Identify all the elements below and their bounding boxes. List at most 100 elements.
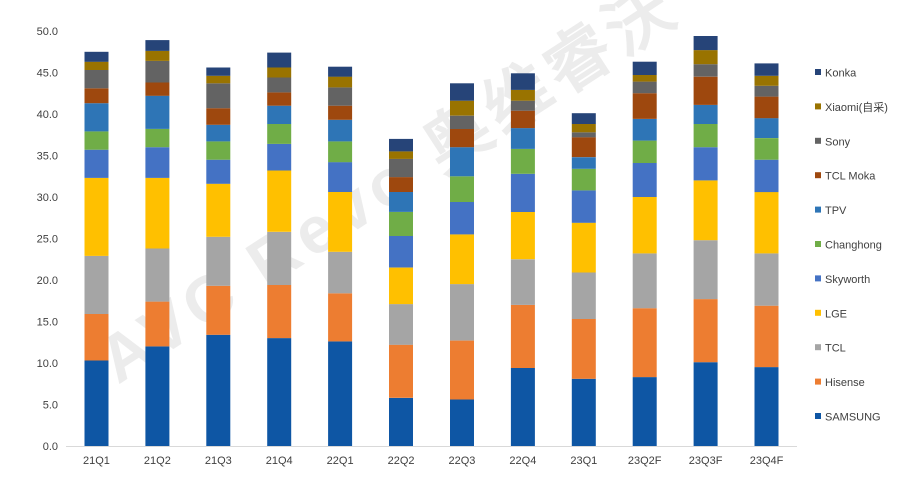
bar-segment (84, 61, 109, 70)
bar-stack-23q4f (754, 63, 779, 446)
legend-label: Sony (825, 136, 851, 148)
bar-segment (389, 192, 413, 212)
bar-segment (267, 143, 292, 171)
bar-segment (450, 340, 474, 400)
bar-segment (328, 141, 353, 163)
legend-label: Skyworth (825, 274, 870, 286)
bar-stack-23q3f (693, 36, 718, 446)
bar-segment (510, 89, 535, 101)
legend-swatch (815, 309, 821, 316)
legend-item: Xiaomi(自采) (815, 101, 888, 114)
bar-segment (450, 147, 474, 177)
bar-segment (145, 95, 170, 129)
bar-segment (145, 301, 170, 347)
bar-segment (754, 75, 779, 86)
bar-segment (693, 64, 718, 77)
x-tick-label: 21Q3 (205, 455, 232, 467)
legend-swatch (815, 69, 821, 75)
x-tick-label: 22Q2 (388, 455, 415, 467)
bar-segment (632, 93, 657, 119)
bar-segment (84, 177, 109, 256)
bar-segment (754, 96, 779, 119)
bar-segment (632, 377, 657, 446)
bar-segment (206, 75, 231, 84)
bar-segment (693, 104, 718, 124)
y-tick-label: 10.0 (37, 358, 58, 370)
bar-segment (510, 304, 535, 368)
x-tick-label: 23Q4F (750, 455, 784, 467)
bar-stack-22q3 (450, 83, 474, 446)
bar-segment (84, 103, 109, 132)
bar-segment (693, 124, 718, 148)
legend-swatch (815, 206, 821, 213)
bar-segment (328, 251, 353, 294)
bar-segment (145, 346, 170, 446)
x-tick-label: 21Q4 (266, 455, 293, 467)
bar-segment (328, 119, 353, 142)
bar-segment (450, 202, 474, 235)
watermark-text: AVC Revo 奥维睿沃 (85, 0, 691, 397)
bar-segment (84, 70, 109, 89)
y-tick-label: 40.0 (37, 109, 58, 121)
bar-segment (510, 259, 535, 305)
legend-item: LGE (815, 308, 847, 320)
bar-segment (754, 63, 779, 76)
legend-item: Changhong (815, 240, 882, 252)
bar-segment (571, 272, 596, 319)
y-tick-label: 15.0 (37, 317, 58, 329)
bar-stack-21q1 (84, 51, 109, 446)
bar-segment (328, 87, 353, 106)
bar-segment (145, 82, 170, 96)
bar-segment (389, 304, 413, 345)
bar-stack-21q4 (267, 52, 292, 446)
bar-segment (84, 51, 109, 62)
x-tick-label: 22Q4 (509, 455, 536, 467)
bar-segment (145, 147, 170, 178)
bar-segment (84, 360, 109, 446)
bar-segment (450, 83, 474, 101)
bar-segment (571, 157, 596, 169)
bar-segment (450, 284, 474, 341)
legend-item: Sony (815, 136, 851, 148)
bar-segment (571, 113, 596, 124)
x-tick-label: 22Q3 (448, 455, 475, 467)
bar-segment (328, 341, 353, 446)
bar-stack-22q1 (328, 66, 353, 446)
bar-segment (389, 138, 413, 152)
bar-segment (328, 192, 353, 252)
legend-label: Changhong (825, 240, 882, 252)
bar-segment (389, 158, 413, 178)
bar-segment (571, 137, 596, 158)
bar-segment (571, 190, 596, 223)
bar-segment (754, 118, 779, 138)
legend-swatch (815, 137, 821, 144)
bar-segment (510, 173, 535, 212)
bar-segment (206, 285, 231, 335)
bar-segment (450, 115, 474, 129)
legend-item: SAMSUNG (815, 412, 881, 424)
legend-swatch (815, 103, 821, 110)
bar-segment (389, 397, 413, 446)
legend-label: LGE (825, 308, 847, 320)
bar-segment (145, 60, 170, 83)
legend-swatch (815, 413, 821, 419)
bar-segment (754, 85, 779, 97)
legend-item: TCL (815, 343, 846, 355)
bar-segment (754, 138, 779, 160)
bar-segment (328, 66, 353, 77)
bar-segment (510, 368, 535, 446)
bar-stack-22q2 (389, 138, 413, 446)
bar-stack-23q2f (632, 61, 657, 446)
bar-segment (510, 128, 535, 149)
legend-swatch (815, 275, 821, 282)
y-tick-label: 50.0 (37, 26, 58, 38)
bar-segment (84, 149, 109, 178)
y-tick-label: 25.0 (37, 234, 58, 246)
bar-segment (571, 378, 596, 446)
bar-segment (145, 128, 170, 148)
bar-segment (206, 108, 231, 125)
bar-segment (267, 285, 292, 339)
bar-segment (84, 314, 109, 361)
x-tick-label: 23Q2F (628, 455, 662, 467)
bar-segment (389, 236, 413, 268)
